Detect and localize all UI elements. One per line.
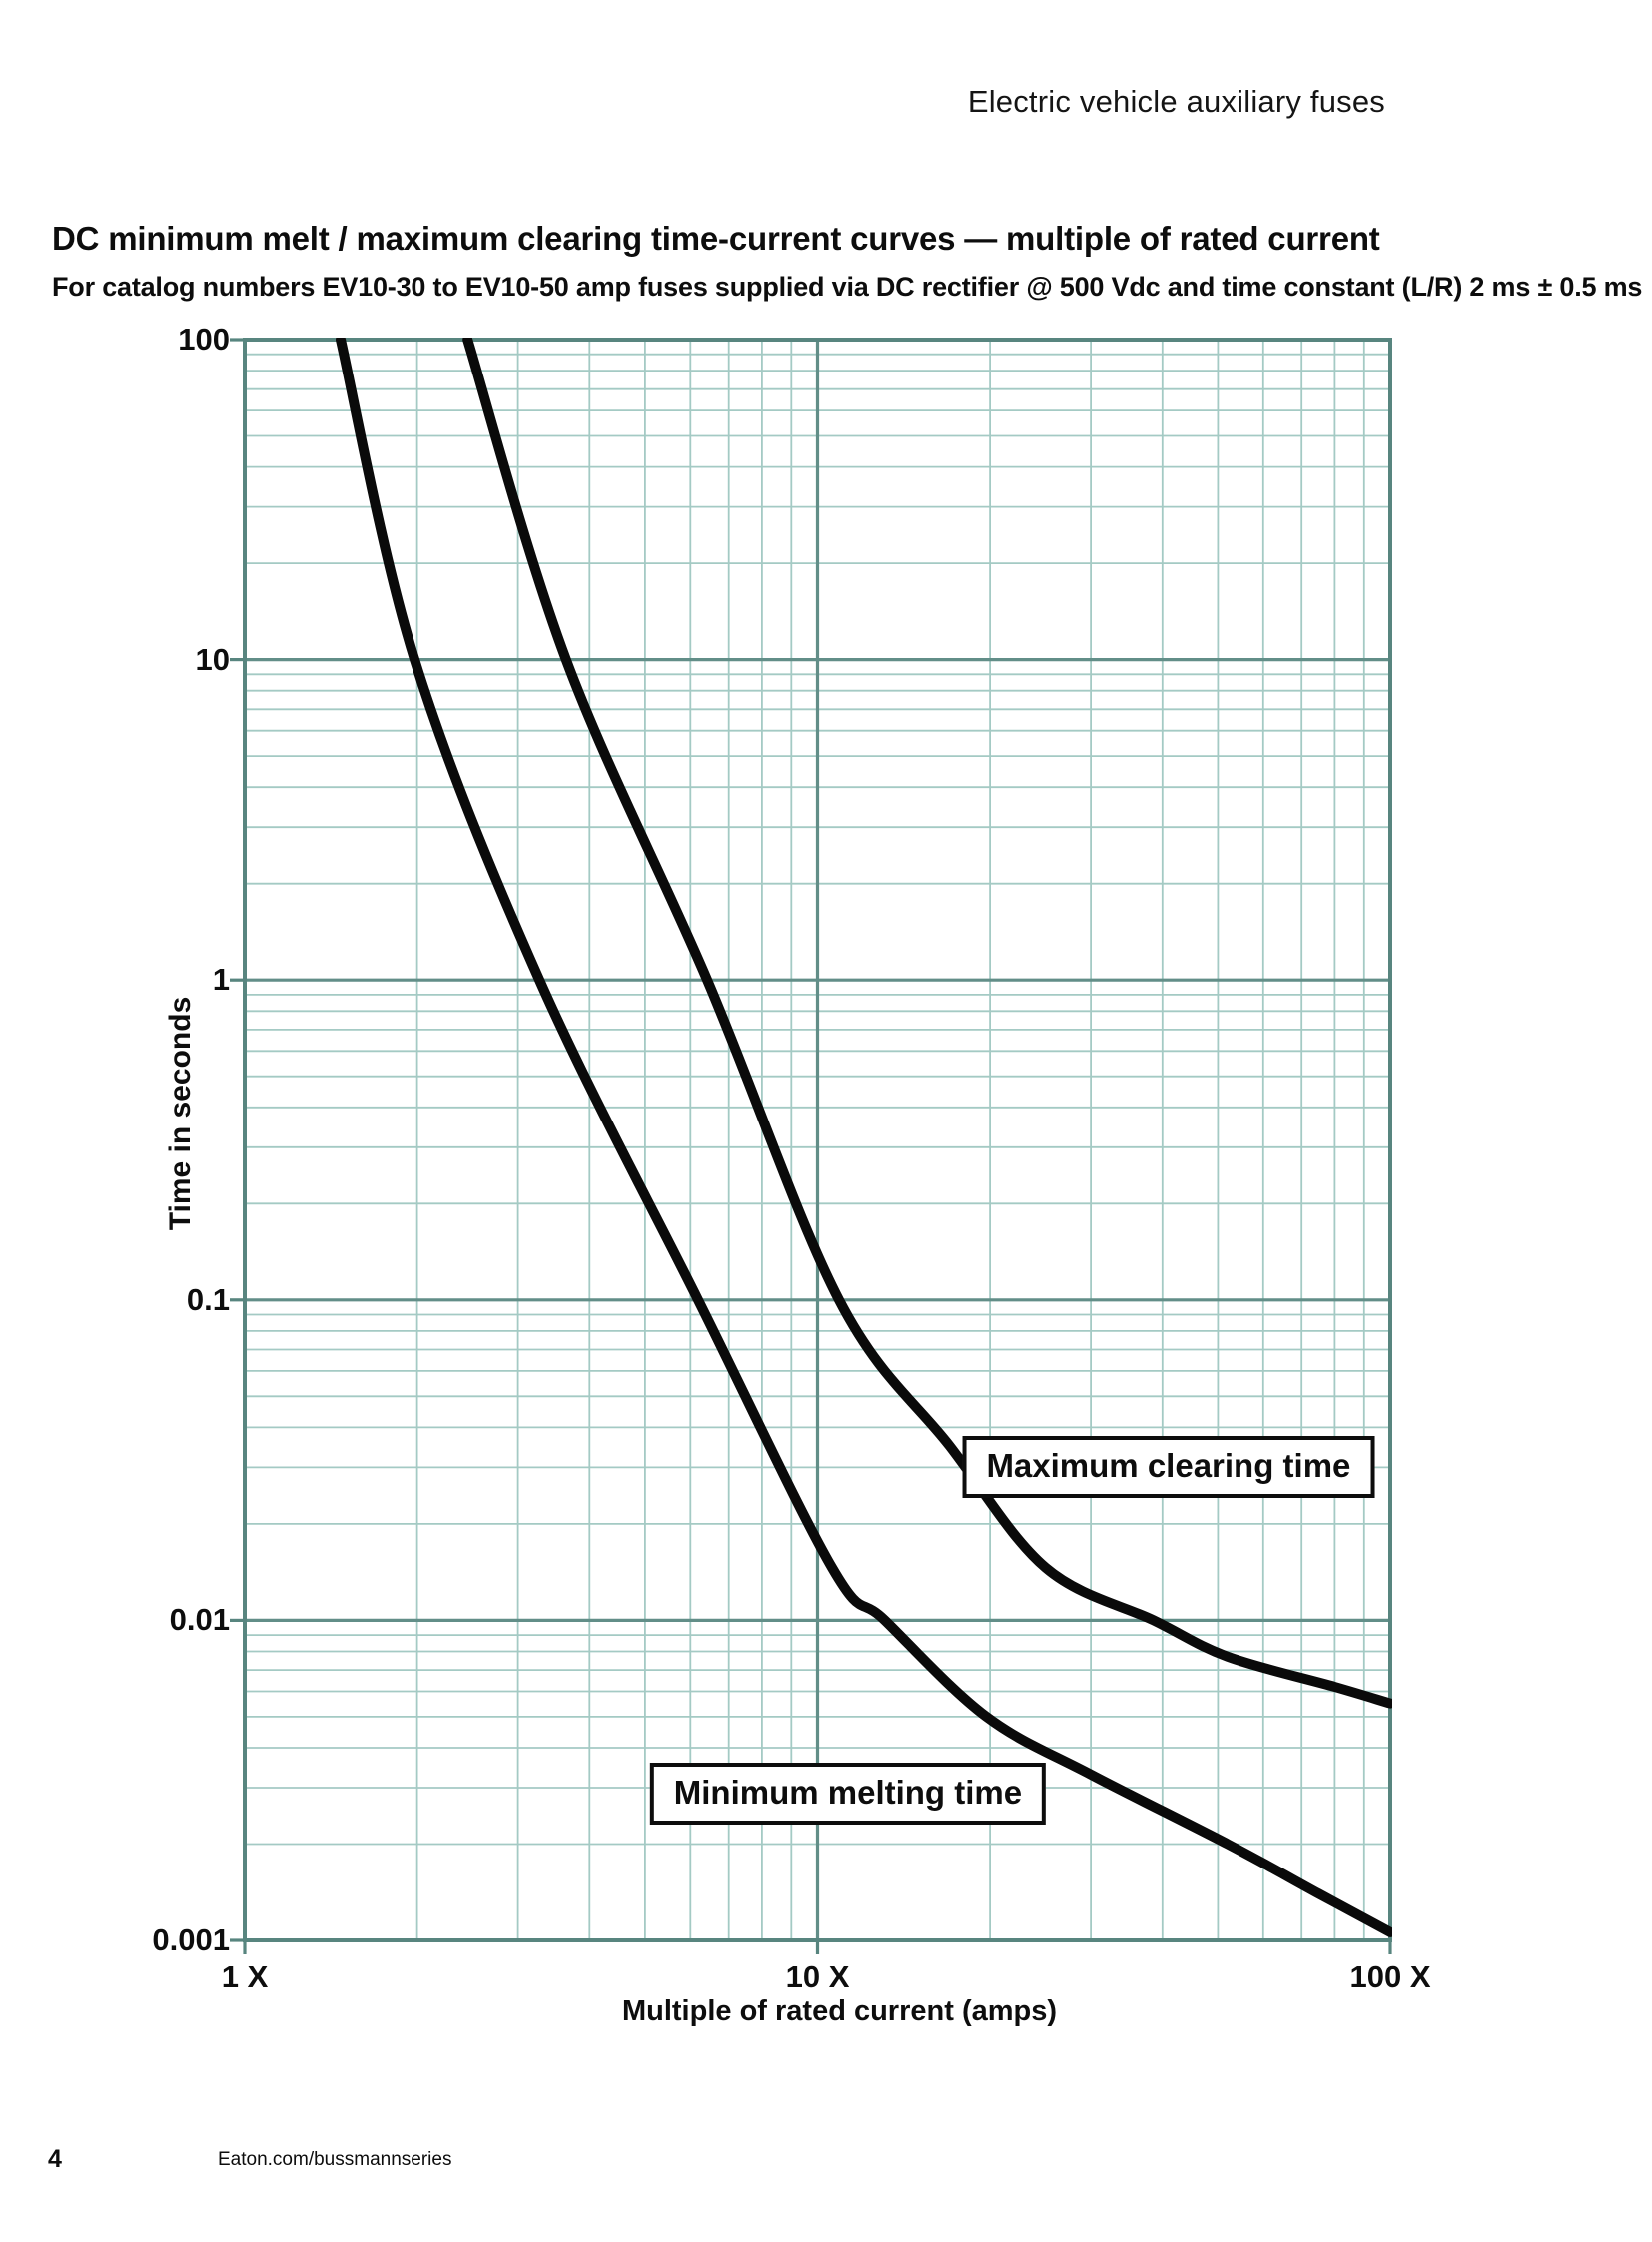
page-header: Electric vehicle auxiliary fuses (967, 84, 1385, 119)
curve-label-box: Maximum clearing time (962, 1435, 1375, 1498)
x-tick-label: 10 X (785, 1959, 850, 1994)
y-tick-label: 0.01 (169, 1602, 230, 1638)
x-tick-label: 1 X (221, 1959, 269, 1994)
x-axis-title: Multiple of rated current (amps) (621, 1995, 1058, 2027)
y-tick-label: 0.001 (152, 1922, 230, 1957)
y-tick-label: 1 (212, 962, 230, 998)
footer-website-link: Eaton.com/bussmannseries (218, 2149, 452, 2170)
y-tick-label: 0.1 (186, 1281, 230, 1317)
y-tick-label: 100 (178, 322, 230, 357)
curve-label-box: Minimum melting time (649, 1762, 1047, 1825)
curve-maximum-clearing (462, 338, 1392, 1709)
page-title: DC minimum melt / maximum clearing time-… (52, 220, 1380, 257)
y-axis-title: Time in seconds (164, 996, 197, 1231)
footer-page-number: 4 (48, 2145, 62, 2173)
y-tick-label: 10 (195, 641, 230, 677)
x-tick-label: 100 X (1349, 1959, 1431, 1994)
curve-minimum-melting (336, 338, 1392, 1937)
page-subtitle: For catalog numbers EV10-30 to EV10-50 a… (52, 272, 1643, 302)
